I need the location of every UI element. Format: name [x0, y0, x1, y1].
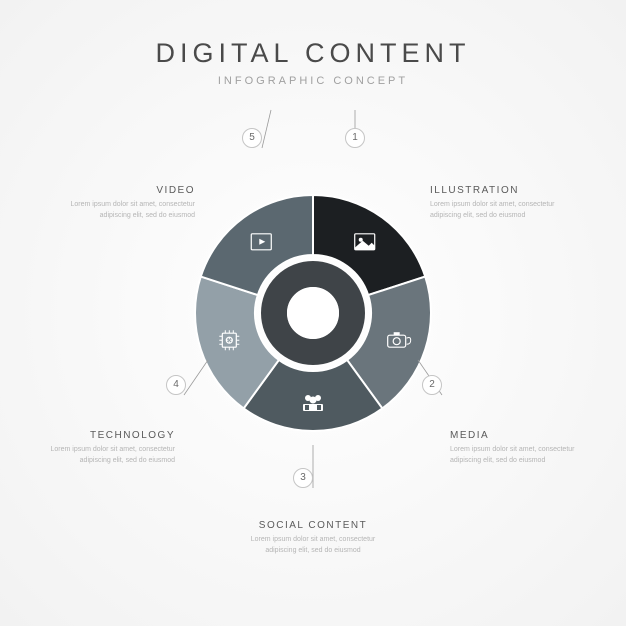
label-title-4: TECHNOLOGY [35, 430, 175, 441]
label-1: ILLUSTRATION Lorem ipsum dolor sit amet, … [430, 185, 570, 221]
label-4: TECHNOLOGY Lorem ipsum dolor sit amet, co… [35, 430, 175, 466]
label-title-5: VIDEO [55, 185, 195, 196]
step-number-4: 4 [166, 375, 186, 395]
label-body-5: Lorem ipsum dolor sit amet, consectetur … [55, 200, 195, 221]
donut-svg [163, 163, 463, 463]
label-body-3: Lorem ipsum dolor sit amet, consectetur … [243, 535, 383, 556]
donut-chart [163, 163, 463, 463]
step-number-5: 5 [242, 128, 262, 148]
label-5: VIDEO Lorem ipsum dolor sit amet, consect… [55, 185, 195, 221]
label-2: MEDIA Lorem ipsum dolor sit amet, consect… [450, 430, 590, 466]
label-title-1: ILLUSTRATION [430, 185, 570, 196]
label-3: SOCIAL CONTENT Lorem ipsum dolor sit amet… [243, 520, 383, 556]
label-title-3: SOCIAL CONTENT [243, 520, 383, 531]
center-dot [287, 287, 339, 339]
step-number-3: 3 [293, 468, 313, 488]
header: DIGITAL CONTENT INFOGRAPHIC CONCEPT [0, 0, 626, 87]
label-body-2: Lorem ipsum dolor sit amet, consectetur … [450, 445, 590, 466]
label-title-2: MEDIA [450, 430, 590, 441]
page-title: DIGITAL CONTENT [0, 38, 626, 69]
label-body-4: Lorem ipsum dolor sit amet, consectetur … [35, 445, 175, 466]
step-number-2: 2 [422, 375, 442, 395]
page-subtitle: INFOGRAPHIC CONCEPT [0, 75, 626, 87]
connector-5 [262, 110, 271, 148]
label-body-1: Lorem ipsum dolor sit amet, consectetur … [430, 200, 570, 221]
step-number-1: 1 [345, 128, 365, 148]
